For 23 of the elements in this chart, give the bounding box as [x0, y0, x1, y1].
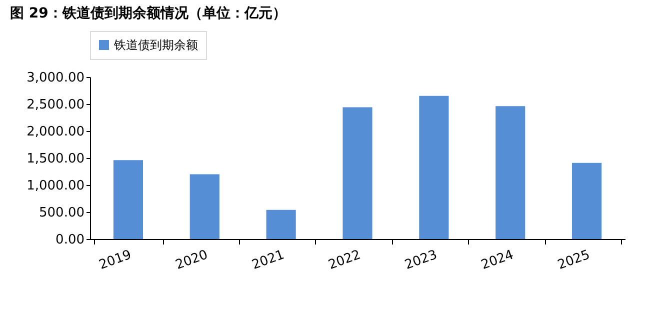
x-tick-label: 2024: [479, 248, 516, 273]
bar: [572, 162, 602, 239]
y-tick-label: 1,000.00: [26, 178, 84, 194]
bar: [266, 210, 296, 239]
x-tick-label: 2021: [250, 248, 286, 273]
bar: [342, 107, 372, 239]
x-tick-label: 2023: [402, 248, 440, 273]
y-tick-label: 2,000.00: [26, 124, 84, 140]
bar: [113, 160, 144, 239]
bar: [496, 106, 526, 239]
y-tick-label: 0.00: [56, 232, 84, 248]
legend-label: 铁道债到期余额: [113, 38, 198, 52]
bar: [419, 96, 449, 239]
x-tick-label: 2022: [326, 248, 363, 273]
chart-title: 图 29：铁道债到期余额情况（单位：亿元）: [10, 4, 286, 22]
x-tick-label: 2020: [174, 248, 210, 273]
y-tick-label: 1,500.00: [26, 152, 84, 166]
y-tick-label: 2,500.00: [26, 98, 84, 112]
y-tick-label: 500.00: [39, 206, 84, 220]
x-tick-label: 2019: [97, 248, 134, 273]
x-tick-label: 2025: [556, 248, 592, 273]
bar: [190, 174, 220, 239]
y-tick-label: 3,000.00: [26, 70, 84, 86]
